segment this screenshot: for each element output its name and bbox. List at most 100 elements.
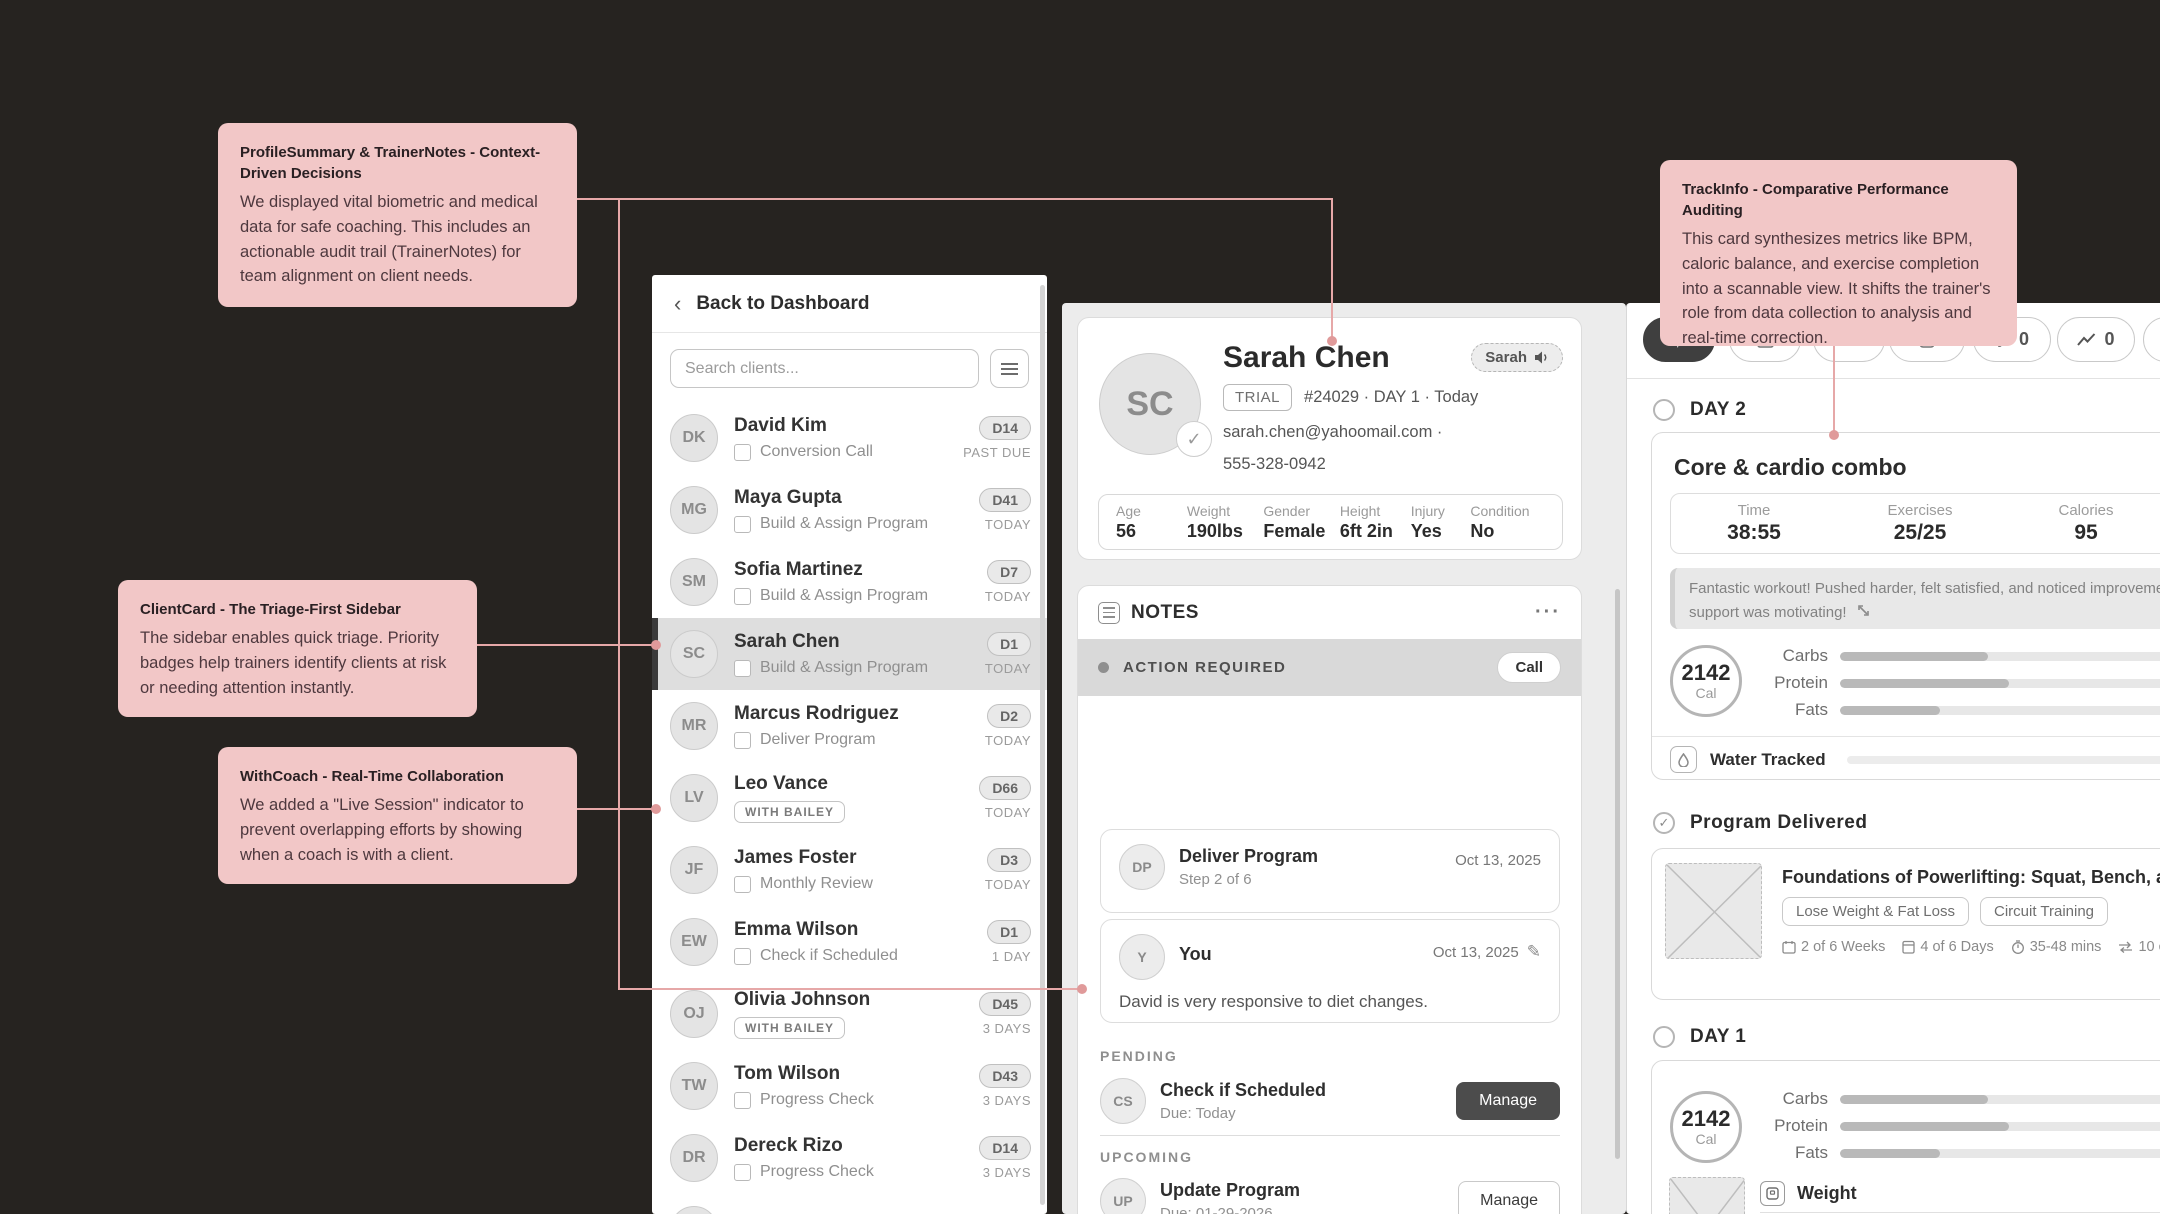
- client-name: Tom Wilson: [734, 1063, 841, 1084]
- water-progress-track: [1846, 755, 2160, 764]
- stat-value: 56: [1116, 520, 1137, 541]
- client-row-tom-wilson[interactable]: TW Tom Wilson Progress Check D43 3 DAYS: [652, 1050, 1047, 1122]
- avatar: LV: [670, 774, 718, 822]
- sidebar-scrollbar[interactable]: [1040, 285, 1045, 1205]
- client-name: David Kim: [734, 415, 827, 436]
- task-checkbox[interactable]: [734, 1163, 751, 1181]
- task-checkbox[interactable]: [734, 587, 751, 605]
- stat-value: No: [1470, 520, 1495, 541]
- connector-dot: [1327, 336, 1337, 346]
- day-radio-circle[interactable]: [1653, 1026, 1675, 1048]
- client-row-sofia-martinez[interactable]: SM Sofia Martinez Build & Assign Program…: [652, 546, 1047, 618]
- client-row-david-kim[interactable]: DK David Kim Conversion Call D14 PAST DUE: [652, 402, 1047, 474]
- client-row-sarah-chen-selected[interactable]: SC Sarah Chen Build & Assign Program D1 T…: [652, 618, 1047, 690]
- weight-exercise-row[interactable]: Weight: [1760, 1181, 1857, 1206]
- program-title: Foundations of Powerlifting: Squat, Benc…: [1782, 867, 2160, 887]
- connector-dot: [1829, 430, 1839, 440]
- toolbar-pill-trends[interactable]: 0: [2057, 317, 2135, 362]
- day-badge: D2: [987, 704, 1031, 728]
- divider: [1100, 1135, 1560, 1136]
- edit-pencil-icon[interactable]: ✎: [1526, 942, 1541, 961]
- program-meta: 2 of 6 Weeks: [1801, 939, 1886, 955]
- client-feedback-quote: Fantastic workout! Pushed harder, felt s…: [1670, 568, 2160, 629]
- name-pronounce-button[interactable]: Sarah: [1471, 343, 1563, 372]
- macro-label: Fats: [1794, 1143, 1828, 1162]
- calorie-value: 2142: [1681, 660, 1731, 686]
- note-entry-deliver-program[interactable]: DP Deliver Program Step 2 of 6 Oct 13, 2…: [1100, 829, 1560, 913]
- task-checkbox[interactable]: [734, 947, 751, 965]
- manage-button[interactable]: Manage: [1458, 1181, 1560, 1214]
- task-checkbox[interactable]: [734, 443, 751, 461]
- task-title: Check if Scheduled: [1160, 1080, 1327, 1100]
- annotation-body: We displayed vital biometric and medical…: [240, 193, 538, 286]
- stat-value: 38:55: [1727, 521, 1781, 544]
- task-checkbox[interactable]: [734, 731, 751, 749]
- expand-arrows-icon[interactable]: [1857, 604, 1870, 617]
- client-row-emma-wilson[interactable]: EW Emma Wilson Check if Scheduled D1 1 DA…: [652, 906, 1047, 978]
- calorie-unit: Cal: [1695, 684, 1717, 701]
- call-button[interactable]: Call: [1497, 652, 1561, 683]
- hamburger-icon: [1001, 362, 1018, 375]
- client-row-mr-no-tasks[interactable]: MN Mr. No Tasks D16: [652, 1194, 1047, 1214]
- annotation-clientcard[interactable]: ClientCard - The Triage-First Sidebar Th…: [118, 580, 477, 717]
- client-row-maya-gupta[interactable]: MG Maya Gupta Build & Assign Program D41…: [652, 474, 1047, 546]
- client-row-marcus-rodriguez[interactable]: MR Marcus Rodriguez Deliver Program D2 TO…: [652, 690, 1047, 762]
- notes-scrollbar[interactable]: [1615, 589, 1620, 1159]
- macro-progress: [1840, 651, 1988, 661]
- client-row-james-foster[interactable]: JF James Foster Monthly Review D3 TODAY: [652, 834, 1047, 906]
- note-entry-you[interactable]: Y You Oct 13, 2025 ✎ David is very respon…: [1100, 919, 1560, 1023]
- annotation-profilesummary[interactable]: ProfileSummary & TrainerNotes - Context-…: [218, 123, 577, 307]
- status-text: 3 DAYS: [982, 1021, 1031, 1036]
- annotation-title: TrackInfo - Comparative Performance Audi…: [1682, 181, 1949, 219]
- day-radio-circle[interactable]: [1653, 399, 1675, 421]
- avatar: MG: [670, 486, 718, 534]
- avatar: OJ: [670, 990, 718, 1038]
- avatar: JF: [670, 846, 718, 894]
- note-avatar: DP: [1119, 844, 1165, 890]
- connector-line: [618, 198, 620, 990]
- calorie-value: 2142: [1681, 1106, 1731, 1132]
- stat-value: 95: [2074, 521, 2098, 544]
- more-options-icon[interactable]: ···: [1535, 601, 1561, 623]
- task-label: Conversion Call: [760, 443, 873, 460]
- trainer-notes-card: NOTES ··· ACTION REQUIRED Call DP Delive…: [1077, 585, 1582, 1214]
- back-label: Back to Dashboard: [696, 292, 870, 314]
- annotation-trackinfo[interactable]: TrackInfo - Comparative Performance Audi…: [1660, 160, 2017, 347]
- status-text: TODAY: [984, 517, 1031, 532]
- task-checkbox[interactable]: [734, 875, 751, 893]
- filter-button[interactable]: [990, 349, 1029, 388]
- day-badge: D43: [979, 1064, 1031, 1088]
- task-checkbox[interactable]: [734, 659, 751, 677]
- client-name: James Foster: [734, 847, 857, 868]
- annotation-withcoach[interactable]: WithCoach - Real-Time Collaboration We a…: [218, 747, 577, 884]
- verified-check-icon: ✓: [1176, 421, 1212, 457]
- manage-button[interactable]: Manage: [1456, 1082, 1560, 1120]
- note-date: Oct 13, 2025: [1432, 943, 1519, 961]
- stat-label: Age: [1116, 502, 1141, 519]
- task-checkbox[interactable]: [734, 515, 751, 533]
- client-row-olivia-johnson[interactable]: OJ Olivia Johnson WITH BAILEY D45 3 DAYS: [652, 978, 1047, 1050]
- water-label: Water Tracked: [1710, 749, 1826, 769]
- live-session-badge: WITH BAILEY: [734, 801, 845, 823]
- toolbar-pill-partial[interactable]: [2143, 317, 2160, 362]
- client-sidebar: ‹ Back to Dashboard DK David Kim Convers…: [652, 275, 1047, 1214]
- back-to-dashboard-button[interactable]: ‹ Back to Dashboard: [652, 275, 1047, 332]
- status-text: TODAY: [984, 805, 1031, 820]
- avatar: EW: [670, 918, 718, 966]
- program-image-placeholder: [1665, 863, 1762, 959]
- search-input[interactable]: [670, 349, 979, 388]
- client-name: Leo Vance: [734, 773, 828, 794]
- pill-count: 0: [2104, 329, 2115, 349]
- macro-progress: [1840, 705, 1940, 715]
- annotation-title: ProfileSummary & TrainerNotes - Context-…: [240, 144, 541, 182]
- task-due: Due: Today: [1160, 1105, 1236, 1122]
- task-checkbox[interactable]: [734, 1091, 751, 1109]
- program-card[interactable]: Foundations of Powerlifting: Squat, Benc…: [1651, 848, 2160, 1000]
- task-label: Progress Check: [760, 1091, 874, 1108]
- day-badge: D14: [979, 1136, 1031, 1160]
- task-label: Check if Scheduled: [760, 947, 898, 964]
- action-required-label: ACTION REQUIRED: [1123, 659, 1287, 676]
- client-row-dereck-rizo[interactable]: DR Dereck Rizo Progress Check D14 3 DAYS: [652, 1122, 1047, 1194]
- client-row-leo-vance[interactable]: LV Leo Vance WITH BAILEY D66 TODAY: [652, 762, 1047, 834]
- status-text: TODAY: [984, 877, 1031, 892]
